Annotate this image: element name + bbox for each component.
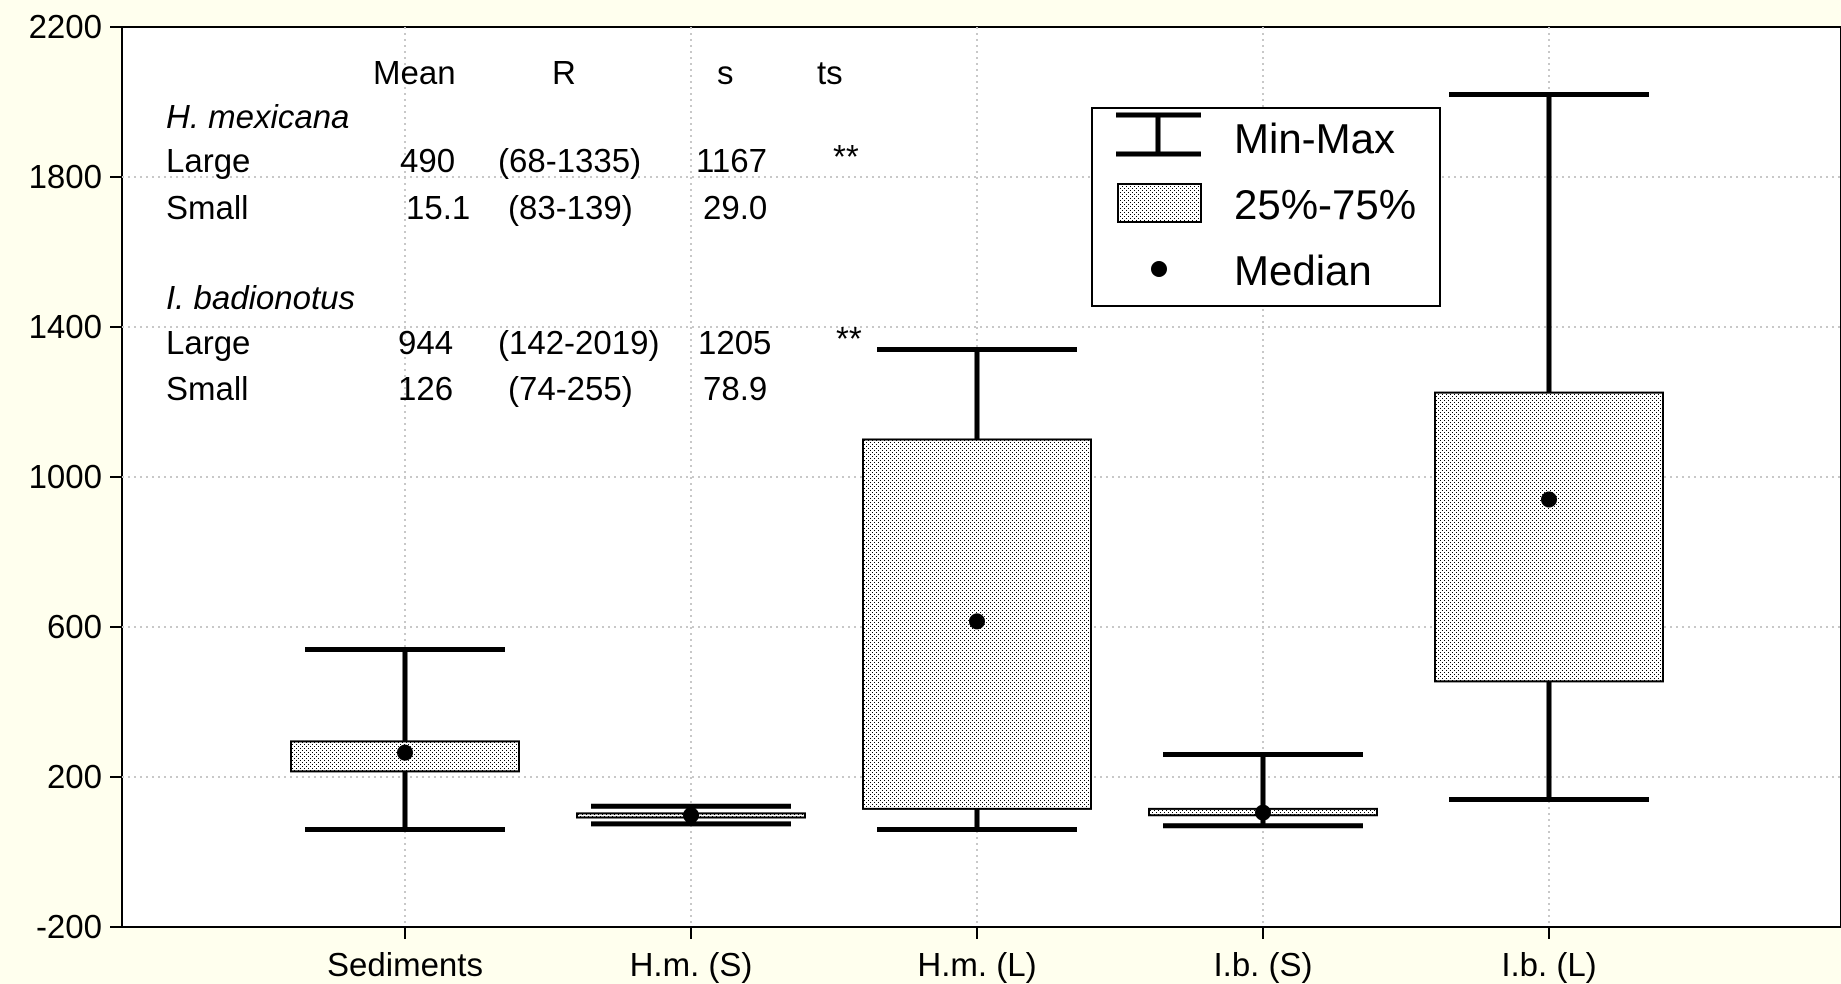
x-category-label: H.m. (S): [630, 946, 753, 983]
row-label: Small: [166, 189, 249, 226]
y-tick-label: 2200: [29, 8, 102, 45]
row-s: 78.9: [703, 370, 767, 407]
row-ts: **: [833, 138, 859, 175]
species-h-mexicana: H. mexicana: [166, 98, 349, 135]
box-1: [290, 647, 520, 832]
y-tick-label: -200: [36, 908, 102, 945]
quartile-box: [1434, 391, 1664, 683]
row-range: (83-139): [508, 189, 633, 226]
median-dot: [397, 744, 413, 761]
y-tick-label: 1400: [29, 308, 102, 345]
row-mean: 944: [398, 324, 453, 361]
box-5: [1434, 92, 1664, 802]
row-mean: 126: [398, 370, 453, 407]
y-axis: -200 200 600 1000 1400 1800 2200: [29, 8, 122, 945]
header-mean: Mean: [373, 54, 456, 91]
median-dot: [683, 807, 699, 824]
boxes: [290, 92, 1664, 832]
y-tick-label: 1800: [29, 158, 102, 195]
y-tick-label: 600: [47, 608, 102, 645]
species-i-badionotus: I. badionotus: [166, 279, 355, 316]
median-dot-icon: [1151, 261, 1167, 277]
y-tick-label: 1000: [29, 458, 102, 495]
box-4: [1148, 752, 1378, 829]
legend: Min-Max 25%-75% Median: [1091, 107, 1441, 307]
y-tick-label: 200: [47, 758, 102, 795]
stats-table: Mean R s ts H. mexicana Large 490 (68-13…: [166, 54, 862, 407]
row-range: (142-2019): [498, 324, 659, 361]
row-mean: 490: [400, 142, 455, 179]
row-s: 29.0: [703, 189, 767, 226]
row-ts: **: [836, 320, 862, 357]
header-range: R: [552, 54, 576, 91]
row-label: Large: [166, 324, 250, 361]
x-category-label: I.b. (L): [1501, 946, 1596, 983]
row-range: (74-255): [508, 370, 633, 407]
x-category-label: I.b. (S): [1213, 946, 1312, 983]
min-max-icon: [1116, 112, 1201, 157]
header-s: s: [717, 54, 734, 91]
header-ts: ts: [817, 54, 843, 91]
legend-label-quartiles: 25%-75%: [1234, 181, 1416, 228]
legend-label-min-max: Min-Max: [1234, 115, 1395, 162]
row-label: Large: [166, 142, 250, 179]
x-category-label: H.m. (L): [917, 946, 1036, 983]
median-dot: [1255, 804, 1271, 821]
row-s: 1167: [696, 142, 767, 179]
box-2: [576, 803, 806, 827]
row-range: (68-1335): [498, 142, 641, 179]
x-category-label: Sediments: [327, 946, 483, 983]
x-axis: Sediments H.m. (S) H.m. (L) I.b. (S) I.b. (L…: [327, 927, 1597, 983]
quartile-box-icon: [1117, 183, 1202, 223]
row-label: Small: [166, 370, 249, 407]
median-dot: [969, 613, 985, 630]
row-s: 1205: [698, 324, 771, 361]
legend-label-median: Median: [1234, 247, 1372, 294]
box-3: [862, 347, 1092, 832]
row-mean: 15.1: [406, 189, 470, 226]
median-dot: [1541, 491, 1557, 508]
